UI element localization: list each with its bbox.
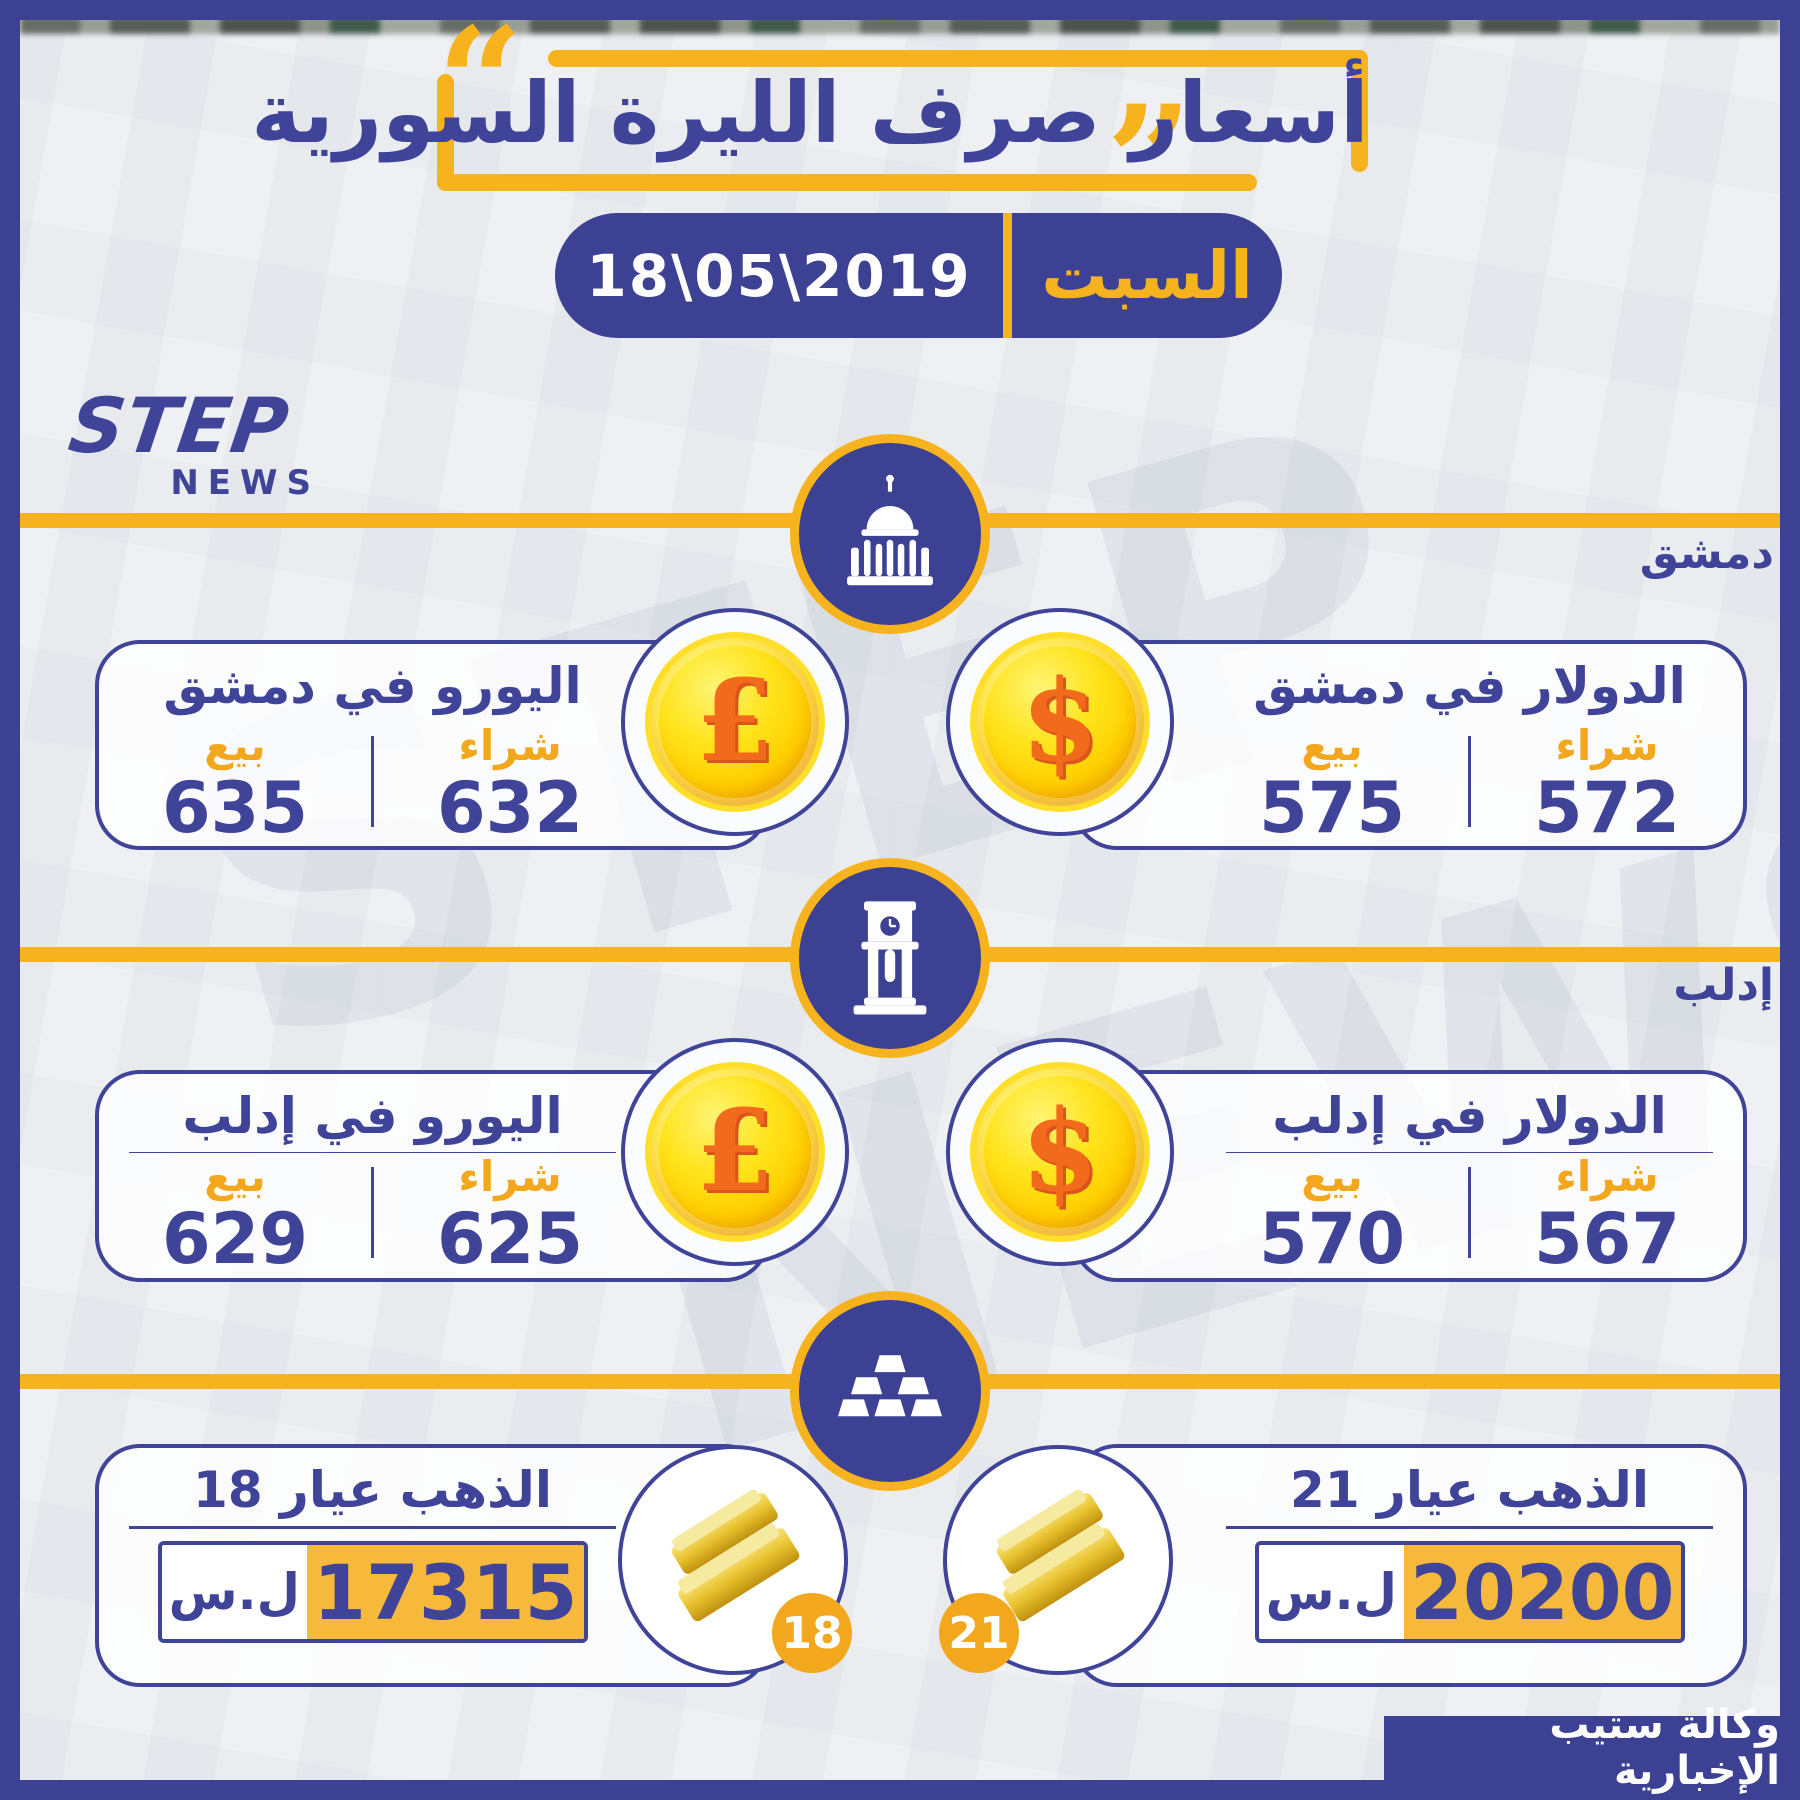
card-title: الدولار في إدلب	[1272, 1087, 1667, 1145]
gold-circle	[790, 1291, 990, 1491]
day-label: السبت	[1041, 237, 1253, 314]
dollar-symbol: $	[1021, 656, 1099, 787]
buy-column: شراء 632	[374, 721, 646, 850]
gold-price-value: 17315	[307, 1545, 584, 1639]
edge-label-idlib: إدلب	[1673, 960, 1774, 1011]
sell-value: 635	[161, 767, 309, 850]
card-title: اليورو في دمشق	[163, 657, 582, 715]
clock-tower-icon	[825, 891, 955, 1025]
card-dollar-damascus: الدولار في دمشق شراء 572 بيع 575	[1072, 640, 1747, 850]
dollar-coin-icon: $	[946, 1038, 1174, 1266]
buy-value: 567	[1533, 1198, 1681, 1280]
title-frame-left-line	[437, 74, 454, 191]
title-divider	[1226, 1152, 1713, 1153]
card-title: الدولار في دمشق	[1253, 657, 1686, 715]
mosque-building-icon	[825, 467, 955, 601]
gold-price-box: 17315 ل.س	[157, 1541, 588, 1643]
currency-unit: ل.س	[168, 1563, 300, 1621]
title-frame-bottom-line	[437, 174, 1257, 191]
card-gold-21: الذهب عيار 21 20200 ل.س	[1072, 1444, 1747, 1687]
dollar-coin-icon: $	[946, 608, 1174, 836]
idlib-circle	[790, 858, 990, 1058]
gold-bars-photo-icon: 18	[618, 1445, 852, 1675]
gold-price-box: 20200 ل.س	[1254, 1541, 1685, 1643]
card-title: الذهب عيار 18	[193, 1461, 552, 1519]
buy-label: شراء	[1555, 1151, 1659, 1201]
top-photo-strip	[20, 16, 1780, 34]
sell-column: بيع 570	[1196, 1151, 1468, 1280]
karat-badge: 21	[939, 1593, 1019, 1673]
currency-unit: ل.س	[1265, 1563, 1397, 1621]
gold-price-value: 20200	[1404, 1545, 1681, 1639]
buy-label: شراء	[458, 721, 562, 770]
open-quote-icon: “	[437, 0, 524, 171]
buy-column: شراء 567	[1471, 1151, 1743, 1280]
gold-bars-icon	[825, 1324, 955, 1458]
sell-value: 575	[1258, 767, 1406, 850]
title-frame-top-line	[548, 50, 1368, 67]
edge-label-damascus: دمشق	[1639, 528, 1774, 579]
title-frame-right-line	[1351, 50, 1368, 172]
pound-coin-icon: £	[621, 608, 849, 836]
pound-coin-icon: £	[621, 1038, 849, 1266]
sell-label: بيع	[204, 1151, 266, 1201]
title-divider	[129, 1152, 616, 1153]
buy-label: شراء	[1555, 721, 1659, 770]
column-divider	[371, 1166, 374, 1258]
pound-symbol: £	[696, 656, 774, 787]
card-title: اليورو في إدلب	[182, 1087, 563, 1145]
card-euro-damascus: اليورو في دمشق شراء 632 بيع 635	[95, 640, 770, 850]
sell-value: 629	[161, 1198, 309, 1280]
buy-label: شراء	[458, 1151, 562, 1201]
logo-step-text: STEP	[63, 381, 295, 470]
column-divider	[1468, 736, 1471, 828]
title-divider	[129, 1526, 616, 1529]
dollar-symbol: $	[1021, 1086, 1099, 1217]
sell-column: بيع 635	[99, 721, 371, 850]
pound-symbol: £	[696, 1086, 774, 1217]
step-news-logo: STEP NEWS	[64, 381, 320, 503]
karat-badge: 18	[772, 1593, 852, 1673]
date-value: 18\05\2019	[586, 241, 972, 310]
page-title: أسعار صرف الليرة السورية	[251, 64, 1369, 162]
buy-value: 572	[1533, 767, 1681, 850]
card-title: الذهب عيار 21	[1290, 1461, 1649, 1519]
column-divider	[371, 736, 374, 828]
agency-bar: وكالة ستيب الإخبارية	[1384, 1702, 1780, 1794]
sell-column: بيع 575	[1196, 721, 1468, 850]
card-dollar-idlib: الدولار في إدلب شراء 567 بيع 570	[1072, 1070, 1747, 1282]
sell-label: بيع	[204, 721, 266, 770]
gold-bars-photo-icon: 21	[939, 1445, 1173, 1675]
sell-label: بيع	[1301, 721, 1363, 770]
title-divider	[1226, 1526, 1713, 1529]
buy-column: شراء 625	[374, 1151, 646, 1280]
damascus-circle	[790, 434, 990, 634]
column-divider	[1468, 1166, 1471, 1258]
sell-label: بيع	[1301, 1151, 1363, 1201]
pill-divider	[1003, 213, 1012, 338]
agency-name: وكالة ستيب الإخبارية	[1549, 1702, 1780, 1794]
buy-column: شراء 572	[1471, 721, 1743, 850]
close-quote-icon: ”	[1106, 73, 1193, 249]
logo-news-text: NEWS	[170, 463, 320, 503]
buy-value: 625	[436, 1198, 584, 1280]
buy-value: 632	[436, 767, 584, 850]
date-pill: 18\05\2019 السبت	[555, 213, 1282, 338]
sell-value: 570	[1258, 1198, 1406, 1280]
sell-column: بيع 629	[99, 1151, 371, 1280]
